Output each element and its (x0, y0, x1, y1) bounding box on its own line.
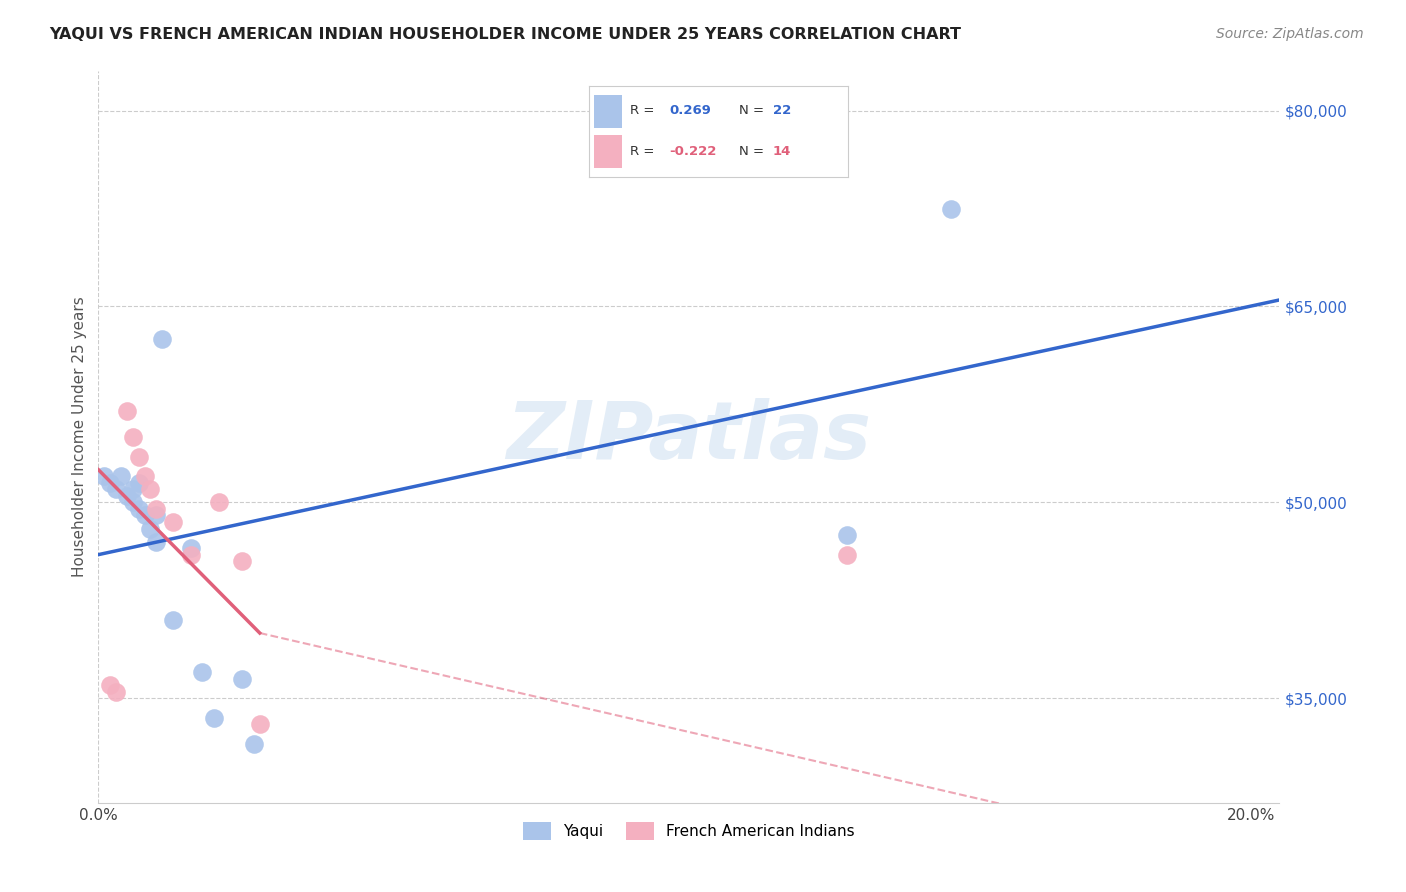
Point (104, 483, 127, 497)
Point (115, 404, 138, 418)
Point (243, 737, 266, 751)
Point (162, 515, 184, 529)
Point (145, 502, 167, 516)
Point (122, 430, 145, 444)
Point (208, 495, 231, 509)
Point (122, 495, 145, 509)
Point (128, 450, 150, 464)
Point (104, 685, 127, 699)
Point (249, 717, 271, 731)
Text: ZIPatlas: ZIPatlas (506, 398, 872, 476)
Point (128, 475, 150, 490)
Point (115, 489, 138, 503)
Point (202, 711, 225, 725)
Point (150, 332, 173, 346)
Point (145, 534, 167, 549)
Y-axis label: Householder Income Under 25 years: Householder Income Under 25 years (72, 297, 87, 577)
Point (93, 469, 115, 483)
Point (110, 469, 132, 483)
Point (180, 548, 202, 562)
Point (180, 541, 202, 555)
Point (837, 548, 859, 562)
Point (162, 613, 184, 627)
Text: Source: ZipAtlas.com: Source: ZipAtlas.com (1216, 27, 1364, 41)
Point (128, 502, 150, 516)
Legend: Yaqui, French American Indians: Yaqui, French American Indians (517, 815, 860, 847)
Point (145, 508, 167, 523)
Point (122, 483, 145, 497)
Point (98, 678, 121, 692)
Point (939, 202, 962, 216)
Point (134, 469, 156, 483)
Point (98, 475, 121, 490)
Point (139, 521, 162, 535)
Point (134, 508, 156, 523)
Text: YAQUI VS FRENCH AMERICAN INDIAN HOUSEHOLDER INCOME UNDER 25 YEARS CORRELATION CH: YAQUI VS FRENCH AMERICAN INDIAN HOUSEHOL… (49, 27, 962, 42)
Point (837, 528, 859, 542)
Point (231, 672, 253, 686)
Point (139, 483, 162, 497)
Point (191, 665, 214, 680)
Point (231, 554, 253, 568)
